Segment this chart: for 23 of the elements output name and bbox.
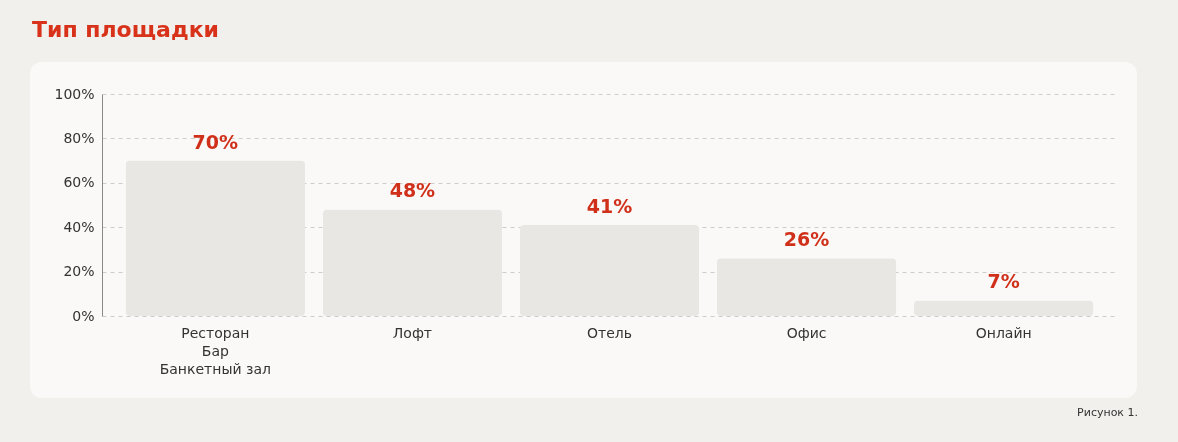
bar (125, 160, 305, 316)
data-label: 7% (987, 270, 1020, 293)
x-tick-label: Лофт (392, 324, 433, 341)
data-label: 41% (586, 194, 633, 217)
y-tick-label: 20% (63, 263, 95, 280)
data-label: 26% (783, 228, 830, 251)
bar (914, 300, 1094, 316)
data-label: 48% (389, 179, 436, 202)
bar (716, 258, 897, 316)
x-tick-label: Онлайн (975, 324, 1032, 341)
x-tick-label: Офис (786, 324, 827, 341)
y-tick-label: 0% (72, 307, 95, 324)
data-label: 70% (192, 130, 239, 153)
bar (322, 209, 503, 316)
y-tick-label: 100% (54, 85, 95, 102)
chart-title: Тип площадки (32, 17, 219, 42)
y-tick-label: 40% (63, 218, 95, 235)
y-tick-label: 60% (63, 174, 95, 191)
text: Рисунок 1. (1077, 406, 1138, 419)
y-tick-label: 80% (63, 129, 95, 146)
bar (519, 224, 700, 316)
x-tick-label: Отель (587, 324, 632, 341)
x-tick-label: Ресторан Бар Банкетный зал (159, 324, 271, 377)
